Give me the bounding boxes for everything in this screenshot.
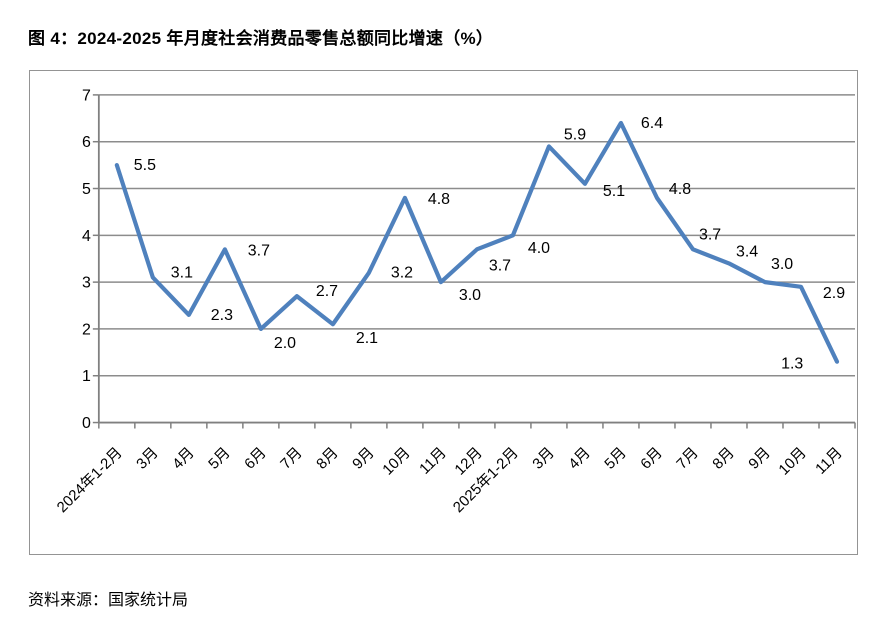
data-label: 4.8: [669, 181, 691, 198]
data-label: 3.2: [391, 265, 413, 282]
x-tick-label: 2025年1-2月: [450, 444, 522, 516]
data-label: 5.9: [564, 126, 586, 143]
x-tick-label: 9月: [745, 444, 773, 472]
chart-container: 0 1 2 3 4 5 6 7 5.5 3.1 2.3 3.7 2.0 2.7 2.1 3.2 4.8 3.0 3.…: [29, 70, 858, 555]
x-tick-label: 4月: [565, 444, 593, 472]
data-label: 3.4: [736, 243, 758, 260]
data-label: 4.0: [528, 240, 550, 257]
chart-svg: 0 1 2 3 4 5 6 7 5.5 3.1 2.3 3.7 2.0 2.7 2.1 3.2 4.8 3.0 3.…: [54, 87, 856, 516]
data-label: 4.8: [428, 191, 450, 208]
source-note: 资料来源：国家统计局: [28, 592, 189, 609]
data-label: 1.3: [781, 356, 803, 373]
data-label: 5.1: [603, 183, 625, 200]
data-label: 3.7: [248, 242, 270, 259]
x-tick-label: 6月: [241, 444, 269, 472]
x-tick-label: 10月: [775, 444, 809, 478]
x-tick-label: 5月: [205, 444, 233, 472]
y-tick-label: 6: [82, 134, 91, 151]
y-tick-label: 4: [82, 228, 91, 245]
x-tick-label: 3月: [529, 444, 557, 472]
data-label: 2.0: [274, 335, 296, 352]
y-tick-label: 7: [82, 87, 91, 104]
data-label: 5.5: [134, 157, 156, 174]
y-tick-label: 5: [82, 181, 91, 198]
data-label: 2.1: [356, 330, 378, 347]
x-tick-label: 7月: [673, 444, 701, 472]
data-label: 3.0: [771, 256, 793, 273]
data-label: 3.7: [489, 257, 511, 274]
x-tick-label: 2024年1-2月: [54, 444, 126, 516]
data-label: 3.7: [699, 226, 721, 243]
x-tick-label: 9月: [349, 444, 377, 472]
x-tick-label: 8月: [709, 444, 737, 472]
chart-title: 图 4：2024-2025 年月度社会消费品零售总额同比增速（%）: [28, 29, 494, 48]
x-tick-label: 11月: [416, 444, 450, 478]
y-tick-label: 3: [82, 275, 91, 292]
data-label: 2.7: [316, 283, 338, 300]
x-tick-label: 4月: [169, 444, 197, 472]
data-label: 6.4: [641, 115, 663, 132]
data-label: 3.1: [171, 264, 193, 281]
data-label: 2.9: [823, 285, 845, 302]
data-label: 2.3: [211, 307, 233, 324]
x-tick-label: 5月: [601, 444, 629, 472]
x-tick-label: 8月: [313, 444, 341, 472]
x-tick-label: 6月: [637, 444, 665, 472]
x-tick-label: 11月: [812, 444, 846, 478]
x-tick-label: 7月: [277, 444, 305, 472]
y-tick-label: 2: [82, 321, 91, 338]
x-tick-label: 10月: [379, 444, 413, 478]
x-tick-label: 3月: [133, 444, 161, 472]
line-series: [114, 120, 840, 364]
data-label: 3.0: [459, 287, 481, 304]
y-tick-label: 0: [82, 415, 91, 432]
y-tick-label: 1: [82, 368, 91, 385]
